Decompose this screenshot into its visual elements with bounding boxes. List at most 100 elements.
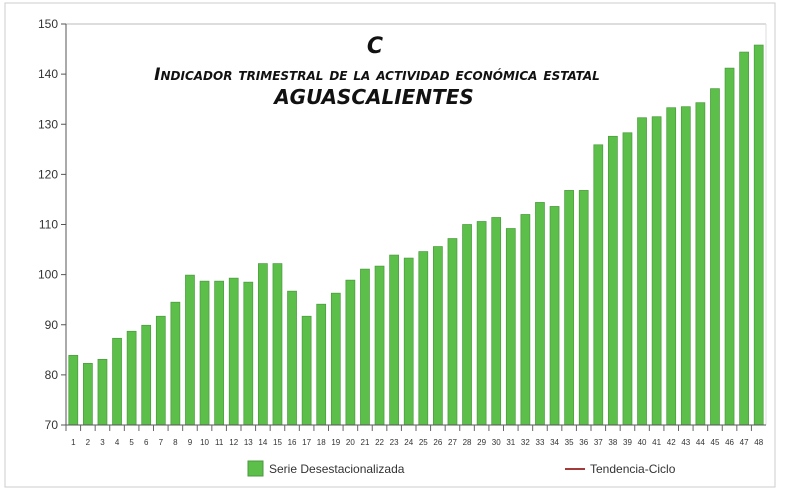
bar [695,102,706,426]
x-tick-label: 21 [361,438,370,447]
bar [520,214,531,426]
x-tick-label: 47 [740,438,749,447]
x-tick-label: 19 [331,438,340,447]
bar [578,190,589,426]
bar [170,301,181,426]
bar [272,263,283,426]
bar [680,106,691,426]
x-tick-label: 16 [288,438,297,447]
bar [447,238,458,426]
bar [126,330,137,426]
bar [243,281,254,426]
x-tick-label: 23 [390,438,399,447]
x-tick-label: 31 [506,438,515,447]
y-tick-label: 110 [39,218,58,232]
legend-label-serie: Serie Desestacionalizada [269,462,405,476]
x-tick-label: 43 [681,438,690,447]
chart-title: Indicador trimestral de la actividad eco… [154,65,600,85]
x-tick-label: 28 [463,438,472,447]
bar [214,280,224,426]
legend-label-tendencia: Tendencia-Ciclo [590,462,676,476]
x-tick-label: 42 [667,438,676,447]
bar [637,117,647,426]
bar [666,107,677,426]
bar [360,268,370,426]
x-tick-label: 12 [229,438,238,447]
x-tick-label: 1 [71,438,76,447]
bar [651,116,662,426]
bar [112,337,122,426]
x-tick-label: 8 [173,438,178,447]
bar [316,303,327,426]
x-tick-label: 11 [215,438,224,447]
y-tick-label: 150 [38,17,58,31]
bar [330,292,341,426]
y-tick-label: 130 [38,117,58,131]
bar [710,88,720,426]
x-tick-label: 26 [433,438,442,447]
x-tick-label: 6 [144,438,149,447]
x-tick-label: 5 [129,438,134,447]
bar [739,51,749,426]
bar [155,315,166,426]
x-tick-label: 7 [159,438,164,447]
x-tick-label: 25 [419,438,428,447]
bar [287,290,297,426]
bar [593,144,604,426]
bar [374,265,385,426]
bar [491,217,502,426]
bar [258,263,268,426]
bar [535,202,545,426]
x-tick-label: 3 [100,438,105,447]
bar [97,358,108,426]
bar [476,221,487,426]
x-tick-label: 24 [404,438,413,447]
bar [141,324,152,426]
bar [564,190,574,426]
x-tick-label: 37 [594,438,603,447]
legend-swatch-serie [247,460,264,477]
x-tick-label: 44 [696,438,705,447]
x-tick-label: 2 [86,438,91,447]
x-tick-label: 39 [623,438,632,447]
bar [403,257,414,426]
bar [301,315,312,426]
chart-title-letter: C [367,34,383,59]
bar [199,280,210,426]
x-tick-label: 38 [608,438,617,447]
bar [608,135,618,426]
y-tick-label: 80 [45,368,59,382]
y-tick-label: 90 [45,318,59,332]
x-tick-label: 36 [579,438,588,447]
x-tick-label: 33 [536,438,545,447]
bar [185,274,195,426]
x-tick-label: 35 [565,438,574,447]
bar [345,279,356,426]
x-tick-label: 15 [273,438,282,447]
x-tick-label: 20 [346,438,355,447]
x-tick-label: 18 [317,438,326,447]
x-tick-label: 48 [754,438,763,447]
x-tick-label: 45 [711,438,720,447]
chart-subtitle: AGUASCALIENTES [272,85,474,109]
bar [389,254,399,426]
bar [83,362,93,426]
bar [418,251,429,426]
bar [462,224,472,426]
x-tick-label: 34 [550,438,559,447]
x-tick-label: 40 [638,438,647,447]
bar [68,354,79,426]
bar [724,67,735,426]
y-tick-label: 120 [38,167,58,181]
x-tick-label: 22 [375,438,384,447]
x-tick-label: 29 [477,438,486,447]
x-tick-label: 17 [302,438,311,447]
x-tick-label: 9 [188,438,193,447]
x-tick-label: 41 [652,438,661,447]
x-tick-label: 46 [725,438,734,447]
x-tick-label: 4 [115,438,120,447]
bar [433,246,443,426]
bar [228,277,239,426]
x-tick-label: 10 [200,438,209,447]
x-tick-label: 14 [258,438,267,447]
